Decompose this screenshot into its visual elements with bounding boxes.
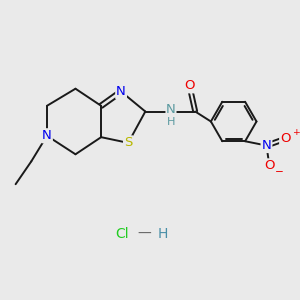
Text: N: N: [262, 139, 272, 152]
Text: Cl: Cl: [116, 227, 129, 241]
Text: H: H: [157, 227, 168, 241]
Text: H: H: [167, 117, 175, 127]
Text: +: +: [292, 128, 299, 137]
Text: N: N: [116, 85, 126, 98]
Text: N: N: [42, 129, 52, 142]
Text: N: N: [166, 103, 176, 116]
Text: O: O: [280, 132, 290, 145]
Text: O: O: [184, 80, 195, 92]
Text: —: —: [137, 227, 151, 241]
Text: S: S: [124, 136, 132, 149]
Text: −: −: [275, 167, 284, 177]
Text: O: O: [264, 159, 274, 172]
